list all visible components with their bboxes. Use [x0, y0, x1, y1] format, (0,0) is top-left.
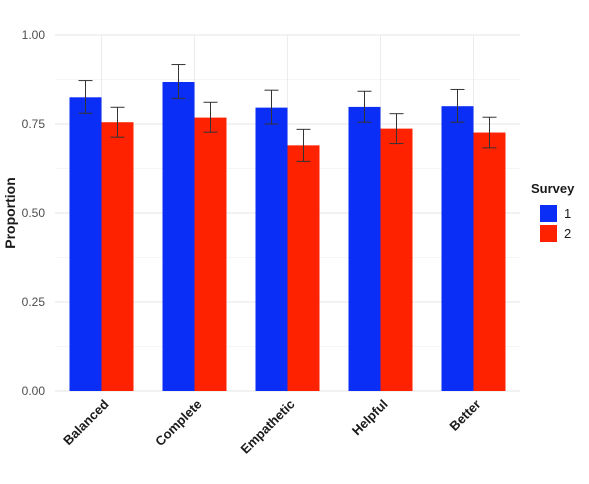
- bar-series-2-helpful: [380, 128, 413, 392]
- error-bar: [110, 106, 125, 138]
- x-axis-ticks: Balanced Complete Empathetic Helpful Better: [60, 396, 483, 456]
- x-tick-label: Empathetic: [237, 397, 297, 457]
- y-tick-label: 0.75: [22, 117, 46, 131]
- bar-series-1-balanced: [69, 97, 102, 392]
- error-bar: [171, 64, 186, 99]
- legend-label: 2: [564, 226, 571, 241]
- bar-series-2-better: [473, 132, 506, 391]
- bar-series-1-complete: [162, 81, 195, 391]
- y-axis-title: Proportion: [2, 177, 18, 249]
- error-bar: [450, 88, 465, 123]
- y-tick-label: 0.25: [22, 295, 46, 309]
- y-tick-label: 0.00: [22, 384, 46, 398]
- legend-key-1: [540, 205, 557, 222]
- error-bar: [389, 113, 404, 145]
- error-bars: [78, 64, 497, 162]
- error-bar: [482, 116, 497, 149]
- bar-series-2-balanced: [101, 122, 134, 391]
- legend-label: 1: [564, 206, 571, 221]
- x-tick-label: Balanced: [60, 396, 112, 448]
- error-bar: [203, 101, 218, 133]
- legend-title: Survey: [531, 181, 575, 196]
- legend: Survey 1 2: [531, 181, 575, 242]
- bar-series-1-empathetic: [255, 107, 288, 392]
- error-bar: [264, 89, 279, 125]
- error-bar: [78, 80, 93, 114]
- x-tick-label: Better: [446, 397, 483, 434]
- bars: [69, 81, 506, 392]
- bar-series-2-complete: [194, 117, 227, 391]
- legend-key-2: [540, 225, 557, 242]
- error-bar: [357, 90, 372, 123]
- x-tick-label: Helpful: [349, 397, 391, 439]
- bar-series-1-better: [441, 106, 474, 391]
- y-tick-label: 1.00: [22, 28, 46, 42]
- x-tick-label: Complete: [152, 397, 204, 449]
- bar-series-1-helpful: [348, 106, 381, 392]
- error-bar: [296, 128, 311, 162]
- y-tick-label: 0.50: [22, 206, 46, 220]
- bar-series-2-empathetic: [287, 145, 320, 391]
- y-axis-ticks: 0.00 0.25 0.50 0.75 1.00: [22, 28, 46, 398]
